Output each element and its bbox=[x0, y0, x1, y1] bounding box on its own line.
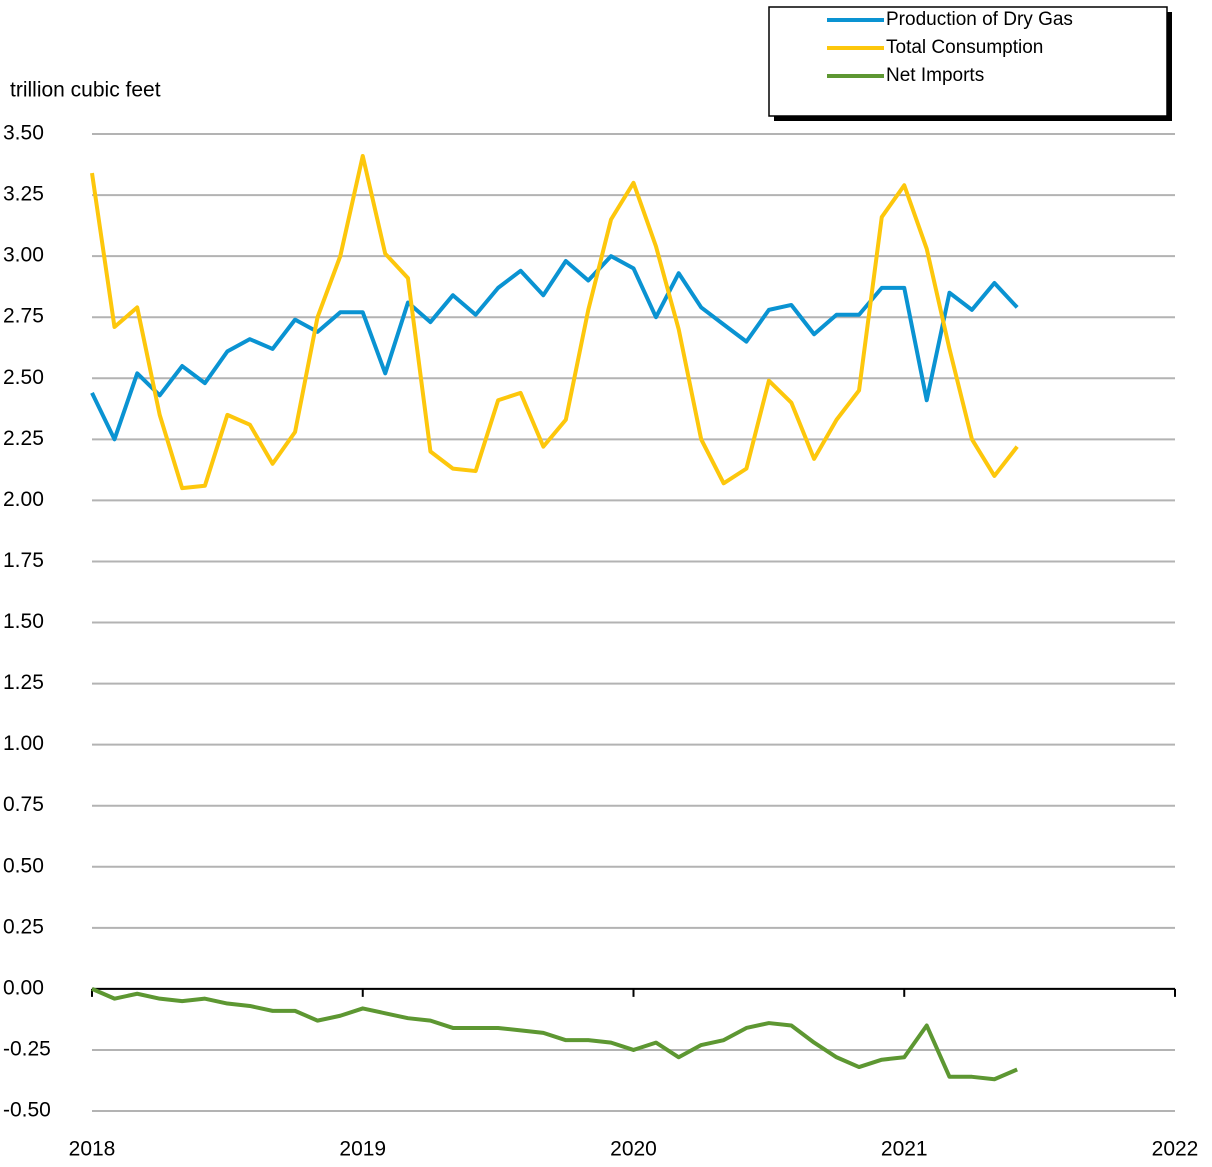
y-tick-label: 3.25 bbox=[3, 183, 44, 206]
y-tick-label: 0.00 bbox=[3, 976, 44, 999]
y-tick-label: 0.50 bbox=[3, 854, 44, 877]
legend: Production of Dry Gas Total Consumption Ne… bbox=[768, 6, 1172, 121]
y-tick-label: -0.25 bbox=[3, 1037, 51, 1060]
y-tick-label: 1.25 bbox=[3, 671, 44, 694]
legend-label: Total Consumption bbox=[886, 37, 1043, 58]
x-tick-label: 2021 bbox=[881, 1138, 928, 1161]
y-tick-label: 3.50 bbox=[3, 122, 44, 145]
y-tick-label: 0.75 bbox=[3, 793, 44, 816]
legend-label: Production of Dry Gas bbox=[886, 9, 1073, 30]
y-tick-label: 2.00 bbox=[3, 488, 44, 511]
legend-box bbox=[768, 6, 1168, 117]
x-tick-label: 2022 bbox=[1152, 1138, 1199, 1161]
y-tick-label: 2.25 bbox=[3, 427, 44, 450]
series-line bbox=[90, 254, 1019, 442]
y-tick-label: 1.00 bbox=[3, 732, 44, 755]
y-axis-label: trillion cubic feet bbox=[10, 79, 161, 102]
y-tick-label: 1.50 bbox=[3, 610, 44, 633]
y-tick-label: 2.75 bbox=[3, 305, 44, 328]
y-tick-label: 2.50 bbox=[3, 366, 44, 389]
legend-label: Net Imports bbox=[886, 65, 984, 86]
y-tick-label: 1.75 bbox=[3, 549, 44, 572]
y-tick-label: 0.25 bbox=[3, 915, 44, 938]
series-line bbox=[90, 153, 1019, 491]
y-tick-label: 3.00 bbox=[3, 244, 44, 267]
x-tick-label: 2019 bbox=[339, 1138, 386, 1161]
x-tick-label: 2018 bbox=[69, 1138, 116, 1161]
x-tick-label: 2020 bbox=[610, 1138, 657, 1161]
y-tick-label: -0.50 bbox=[3, 1099, 51, 1122]
series-line bbox=[91, 987, 1018, 1082]
